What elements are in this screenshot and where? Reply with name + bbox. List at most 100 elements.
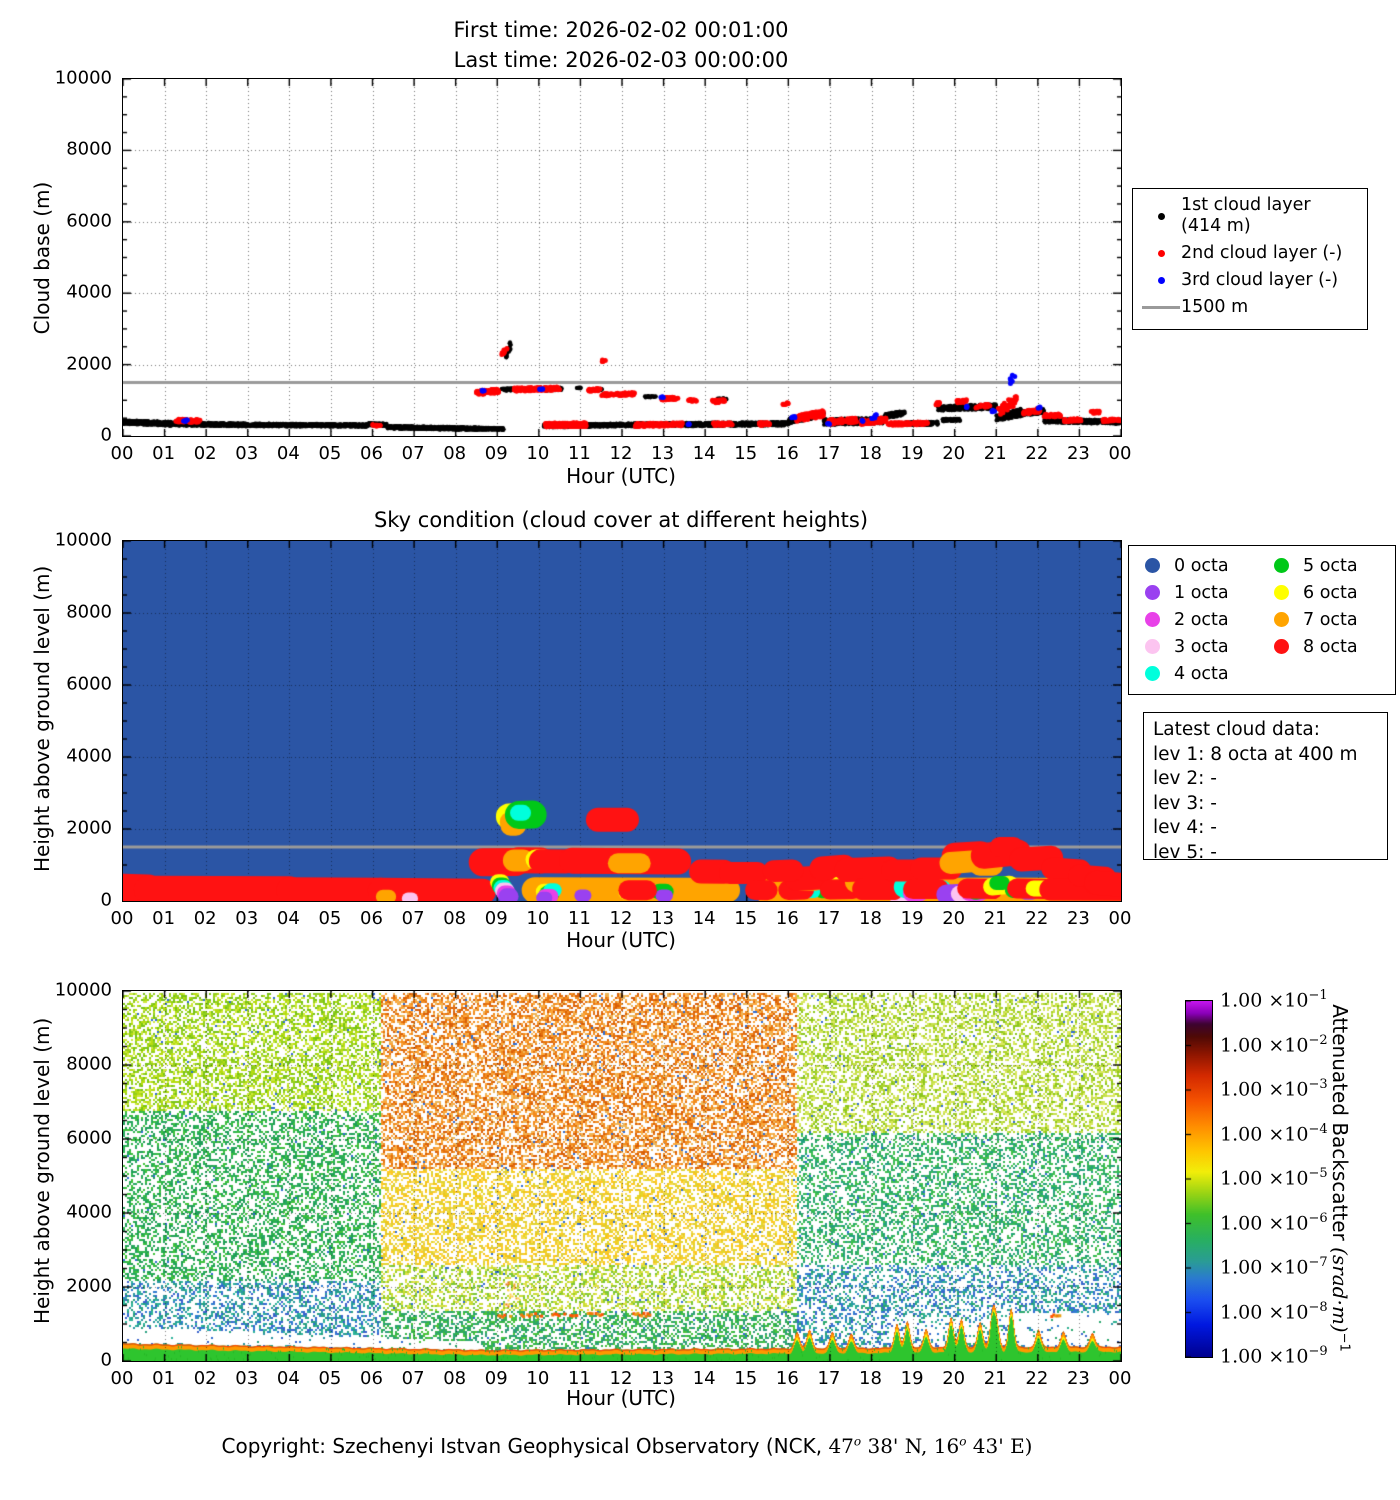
x-tick-label: 10 [526,1368,550,1389]
x-tick-label: 00 [110,443,134,464]
x-tick-label: 07 [401,908,425,929]
octa-legend-label: 1 octa [1174,582,1229,603]
y-tick-label: 2000 [66,353,112,375]
gray-line-icon [1141,306,1181,309]
x-tick-label: 00 [110,908,134,929]
octa-legend-item: 0 octa [1133,552,1262,579]
backscatter-plot [122,990,1122,1362]
third-layer-dot-icon [1141,277,1181,284]
y-tick-label: 8000 [66,138,112,160]
x-tick-label: 01 [152,908,176,929]
x-tick-label: 14 [692,1368,716,1389]
x-tick-label: 20 [942,443,966,464]
x-tick-label: 12 [609,1368,633,1389]
x-tick-label: 16 [775,443,799,464]
x-tick-label: 16 [775,1368,799,1389]
cloud-base-plot [122,78,1122,437]
octa-legend-item: 2 octa [1133,606,1262,633]
cloud-base-ylabel: Cloud base (m) [30,181,54,335]
octa-legend: 0 octa 5 octa 1 octa 6 octa 2 octa 7 octa 3 oc… [1128,545,1396,695]
colorbar-canvas [1186,1001,1212,1357]
x-tick-label: 08 [443,443,467,464]
sky-condition-title: Sky condition (cloud cover at different … [373,508,869,532]
x-tick-label: 15 [734,1368,758,1389]
y-tick-label: 0 [100,889,112,911]
x-tick-label: 05 [318,908,342,929]
x-tick-label: 10 [526,908,550,929]
x-tick-label: 05 [318,443,342,464]
plot-title-line1: First time: 2026-02-02 00:01:00 [453,18,789,42]
x-tick-label: 20 [942,1368,966,1389]
x-tick-label: 02 [193,1368,217,1389]
sky-condition-xlabel: Hour (UTC) [566,928,676,952]
octa-legend-label: 6 octa [1303,582,1358,603]
x-tick-label: 00 [1108,1368,1132,1389]
sky-condition-plot-canvas [123,541,1121,901]
x-tick-label: 21 [983,908,1007,929]
x-tick-label: 04 [276,443,300,464]
y-tick-label: 6000 [66,1127,112,1149]
x-tick-label: 08 [443,1368,467,1389]
y-tick-label: 10000 [54,979,112,1001]
x-tick-label: 11 [567,908,591,929]
legend-item-label: 1st cloud layer (414 m) [1181,195,1311,236]
colorbar-tick-label: 1.00 ×10−5 [1220,1166,1328,1190]
legend-item-1st-layer: 1st cloud layer (414 m) [1141,195,1359,237]
octa-dot-icon [1145,558,1160,573]
octa-legend-item: 3 octa [1133,633,1262,660]
y-tick-label: 8000 [66,601,112,623]
octa-dot-icon [1145,612,1160,627]
x-tick-label: 13 [651,443,675,464]
x-tick-label: 07 [401,1368,425,1389]
x-tick-label: 00 [1108,443,1132,464]
octa-legend-item: 8 octa [1262,633,1391,660]
colorbar-tick-label: 1.00 ×10−7 [1220,1255,1328,1279]
legend-item-label: 3rd cloud layer (-) [1181,270,1339,290]
x-tick-label: 14 [692,443,716,464]
octa-legend-label: 5 octa [1303,555,1358,576]
y-tick-label: 0 [100,424,112,446]
octa-legend-label: 2 octa [1174,609,1229,630]
legend-item-1500m: 1500 m [1141,297,1359,318]
x-tick-label: 03 [235,1368,259,1389]
x-tick-label: 11 [567,1368,591,1389]
octa-dot-icon [1145,639,1160,654]
x-tick-label: 10 [526,443,550,464]
octa-legend-item: 6 octa [1262,579,1391,606]
y-tick-label: 4000 [66,745,112,767]
sky-condition-plot [122,540,1122,902]
copyright-text: Copyright: Szechenyi Istvan Geophysical … [221,1434,1033,1458]
colorbar-tick-label: 1.00 ×10−4 [1220,1121,1328,1145]
x-tick-label: 23 [1066,443,1090,464]
x-tick-label: 22 [1025,443,1049,464]
x-tick-label: 06 [360,1368,383,1389]
plot-title-line2: Last time: 2026-02-03 00:00:00 [453,48,789,72]
octa-dot-icon [1145,585,1160,600]
octa-dot-icon [1274,639,1289,654]
octa-dot-icon [1274,585,1289,600]
first-layer-dot-icon [1141,212,1181,220]
info-box-line: lev 5: - [1153,841,1217,863]
info-box-line: lev 2: - [1153,768,1217,789]
latest-cloud-data-box: Latest cloud data: lev 1: 8 octa at 400 … [1143,712,1388,863]
x-tick-label: 23 [1066,1368,1090,1389]
colorbar-tick-label: 1.00 ×10−6 [1220,1210,1328,1234]
x-tick-label: 12 [609,908,633,929]
x-tick-label: 05 [318,1368,342,1389]
octa-legend-item: 1 octa [1133,579,1262,606]
x-tick-label: 00 [110,1368,134,1389]
colorbar-tick-label: 1.00 ×10−1 [1220,988,1328,1012]
legend-item-label: 2nd cloud layer (-) [1181,243,1343,263]
x-tick-label: 15 [734,443,758,464]
cloud-base-plot-canvas [123,79,1121,436]
info-box-title: Latest cloud data: [1153,719,1320,740]
x-tick-label: 03 [235,443,259,464]
x-tick-label: 17 [817,443,841,464]
y-tick-label: 10000 [54,529,112,551]
x-tick-label: 08 [443,908,467,929]
octa-legend-label: 0 octa [1174,555,1229,576]
colorbar [1185,1000,1213,1358]
y-tick-label: 2000 [66,1275,112,1297]
octa-legend-label: 3 octa [1174,636,1229,657]
x-tick-label: 00 [1108,908,1132,929]
